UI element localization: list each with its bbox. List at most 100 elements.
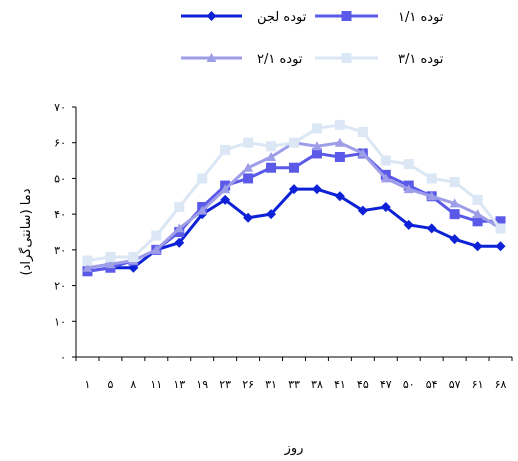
data-point — [449, 177, 460, 187]
x-axis-title: روز — [284, 441, 304, 456]
data-point — [403, 159, 414, 170]
data-point — [380, 202, 391, 212]
data-point — [472, 209, 483, 219]
axes — [75, 107, 512, 358]
data-point — [266, 141, 277, 152]
legend: توده لجن توده ۱/۱ توده ۲/۱ توده ۳/۱ — [181, 10, 444, 67]
data-point — [174, 202, 185, 212]
x-tick-label: ۱ — [85, 378, 91, 391]
x-tick-label: ۱۱ — [150, 378, 162, 391]
data-point — [472, 241, 483, 252]
data-point — [472, 216, 483, 227]
data-point — [403, 184, 414, 194]
data-point — [426, 191, 437, 201]
data-point — [197, 173, 208, 184]
data-point — [495, 216, 506, 227]
data-point — [174, 237, 185, 248]
y-tick-label: ۶۰ — [54, 137, 66, 150]
y-tick-label: ۷۰ — [54, 101, 66, 114]
x-tick-label: ۵۴ — [426, 378, 438, 391]
data-point — [334, 137, 345, 147]
data-point — [243, 162, 254, 172]
data-point — [266, 162, 277, 173]
data-point — [289, 137, 299, 148]
x-tick-label: ۳۸ — [311, 378, 323, 391]
x-tick-label: ۵ — [107, 378, 113, 391]
data-point — [403, 219, 414, 230]
series-line — [87, 141, 502, 270]
y-axis-title: دما (سانتی‌گراد) — [18, 188, 34, 275]
data-point — [334, 191, 345, 202]
x-tick-label: ۳۳ — [288, 378, 300, 391]
data-point — [243, 173, 254, 184]
data-point — [426, 173, 437, 184]
y-tick-label: ۰ — [60, 351, 66, 364]
data-point — [243, 212, 254, 223]
x-tick-label: ۵۰ — [403, 378, 415, 391]
legend-swatch-marker — [206, 11, 217, 21]
data-point — [289, 162, 299, 173]
data-point — [82, 255, 93, 266]
x-tick-label: ۱۳ — [173, 378, 185, 391]
x-tick-label: ۳۱ — [265, 378, 277, 391]
legend-label: توده ۱/۱ — [398, 10, 444, 25]
data-point — [128, 252, 139, 262]
x-tick-label: ۵۷ — [449, 378, 461, 391]
data-point — [220, 184, 231, 194]
y-tick-label: ۵۰ — [54, 172, 66, 185]
data-point — [220, 144, 231, 155]
x-tick-label: ۴۵ — [357, 378, 369, 391]
x-tick-label: ۶۱ — [472, 378, 484, 391]
x-tick-label: ۲۶ — [242, 378, 254, 391]
data-point — [357, 127, 368, 137]
x-tick-label: ۴۱ — [334, 378, 346, 391]
legend-label: توده لجن — [257, 10, 307, 25]
data-point — [449, 234, 460, 245]
data-point — [334, 152, 345, 162]
data-point — [311, 123, 322, 134]
data-point — [311, 184, 322, 195]
series-layer — [82, 119, 506, 277]
data-point — [311, 141, 322, 151]
data-point — [289, 184, 299, 195]
data-point — [449, 209, 460, 220]
x-tick-label: ۶۸ — [495, 378, 507, 391]
data-point — [495, 241, 506, 252]
data-point — [495, 223, 506, 234]
y-tick-label: ۲۰ — [54, 280, 66, 293]
data-point — [266, 209, 277, 220]
data-point — [220, 194, 231, 205]
x-tick-label: ۸ — [130, 378, 136, 391]
x-tick-label: ۲۳ — [219, 378, 231, 391]
x-tick-label: ۱۹ — [196, 378, 208, 391]
legend-swatch-marker — [206, 53, 217, 62]
data-point — [174, 223, 185, 233]
legend-swatch-marker — [341, 11, 352, 21]
data-point — [82, 262, 93, 272]
data-point — [105, 259, 116, 269]
data-point — [357, 148, 368, 158]
y-tick-label: ۱۰ — [54, 315, 66, 328]
data-point — [472, 194, 483, 205]
y-ticks: ۰ ۱۰ ۲۰ ۳۰ ۴۰ ۵۰ ۶۰ ۷۰ — [54, 101, 76, 364]
data-point — [105, 252, 116, 262]
legend-swatch-marker — [341, 53, 352, 63]
data-point — [334, 119, 345, 130]
data-point — [357, 205, 368, 216]
data-point — [426, 223, 437, 234]
data-point — [380, 173, 391, 183]
data-point — [380, 155, 391, 166]
x-ticks: ۱ ۵ ۸ ۱۱ ۱۳ ۱۹ ۲۳ ۲۶ ۳۱ ۳۳ ۳۸ ۴۱ ۴۵ ۴۷ ۵۰ ۵۴ ۵۷ ۶۱ ۶۸ — [75, 357, 513, 391]
legend-label: توده ۲/۱ — [257, 52, 303, 67]
data-point — [311, 148, 322, 159]
y-tick-label: ۳۰ — [54, 244, 66, 257]
data-point — [266, 152, 277, 161]
data-point — [449, 198, 460, 208]
x-tick-label: ۴۷ — [380, 378, 392, 391]
data-point — [243, 137, 254, 148]
data-point — [197, 205, 208, 215]
data-point — [151, 230, 162, 241]
y-tick-label: ۴۰ — [54, 208, 66, 221]
legend-label: توده ۳/۱ — [398, 52, 444, 67]
